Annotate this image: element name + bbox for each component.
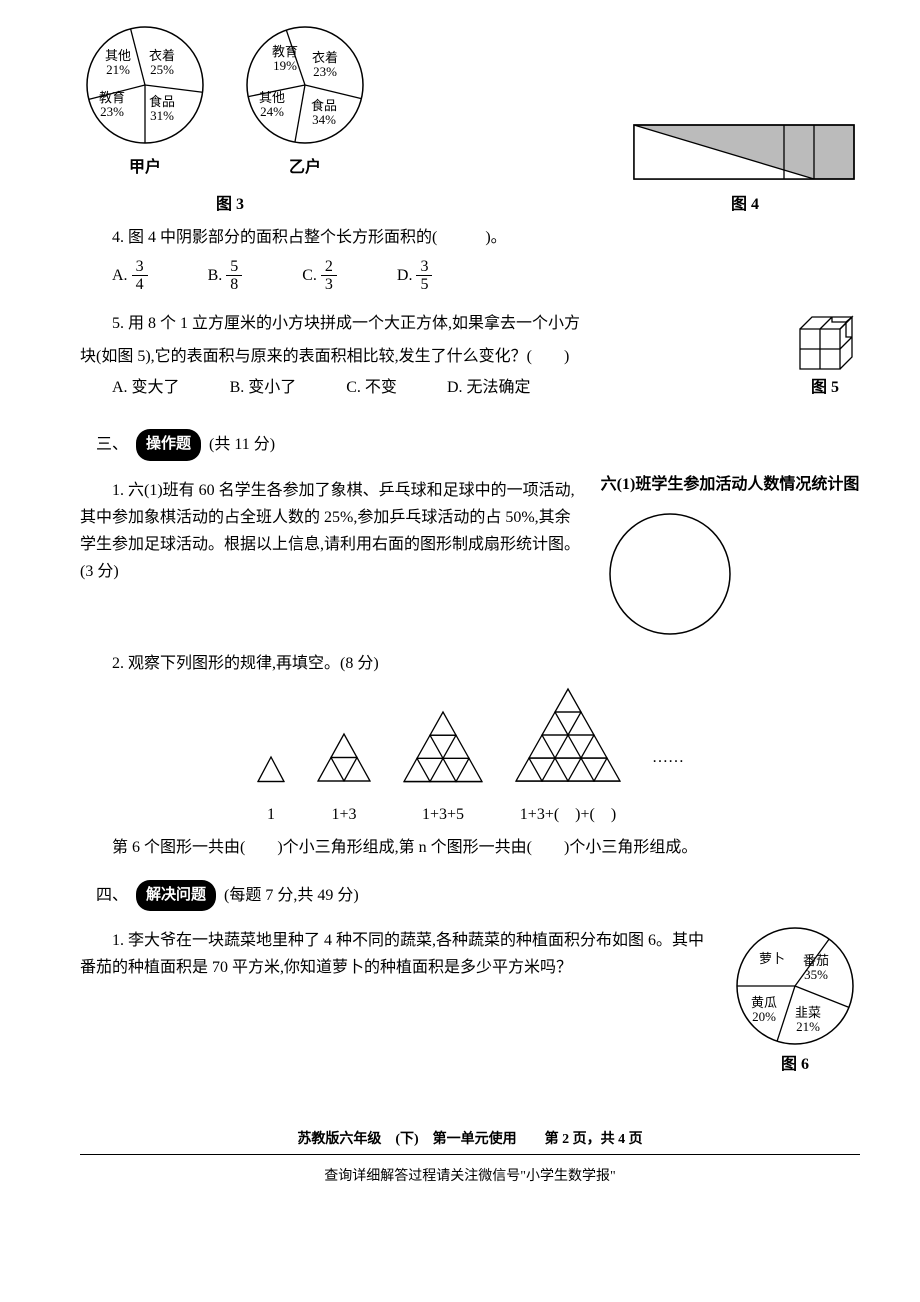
fig5-label: 图 5	[790, 374, 860, 401]
figure-row: 其他21%衣着25%教育23%食品31% 甲户 教育19%衣着23%其他24%食…	[80, 20, 860, 181]
triangle-label: 1+3+5	[402, 801, 484, 828]
sec4-badge: 解决问题	[136, 880, 216, 912]
triangle-figure: 1+3+( )+( )	[514, 687, 622, 828]
q5-choices: A. 变大了 B. 变小了 C. 不变 D. 无法确定	[112, 374, 770, 401]
svg-text:萝卜: 萝卜	[759, 951, 785, 966]
svg-text:23%: 23%	[313, 64, 337, 79]
svg-text:黄瓜: 黄瓜	[751, 995, 777, 1010]
q4-1: 1. 李大爷在一块蔬菜地里种了 4 种不同的蔬菜,各种蔬菜的种植面积分布如图 6…	[80, 921, 860, 1078]
svg-text:其他: 其他	[105, 48, 131, 63]
q3-1-text: 1. 六(1)班有 60 名学生各参加了象棋、乒乓球和足球中的一项活动,其中参加…	[80, 477, 580, 638]
svg-text:衣着: 衣着	[149, 48, 175, 63]
sec4-num: 四、	[96, 882, 128, 909]
svg-text:34%: 34%	[312, 112, 336, 127]
pie1-caption: 甲户	[80, 154, 210, 181]
triangle-label: 1	[256, 801, 286, 828]
svg-text:衣着: 衣着	[312, 50, 338, 65]
svg-text:番茄: 番茄	[803, 953, 829, 968]
sec3-num: 三、	[96, 431, 128, 458]
choice: A. 34	[112, 258, 148, 294]
q3-1: 1. 六(1)班有 60 名学生各参加了象棋、乒乓球和足球中的一项活动,其中参加…	[80, 471, 860, 644]
footer-line2: 查询详细解答过程请关注微信号"小学生数学报"	[80, 1165, 860, 1189]
choice: B. 58	[208, 258, 243, 294]
pie-chart-2: 教育19% 衣着23% 其他24% 食品34% 乙户	[240, 20, 370, 181]
triangle-label: 1+3+( )+( )	[514, 801, 622, 828]
footer-line1: 苏教版六年级 (下) 第一单元使用 第 2 页，共 4 页	[80, 1128, 860, 1152]
svg-text:韭菜: 韭菜	[795, 1005, 821, 1020]
svg-text:教育: 教育	[272, 44, 298, 59]
fig4-label: 图 4	[630, 191, 860, 218]
q3-2-intro: 2. 观察下列图形的规律,再填空。(8 分)	[80, 650, 860, 677]
q5-line2: 块(如图 5),它的表面积与原来的表面积相比较,发生了什么变化？( )	[80, 343, 770, 370]
choice: C. 23	[302, 258, 337, 294]
triangle-figure: 1+3+5	[402, 710, 484, 829]
svg-text:21%: 21%	[796, 1019, 820, 1034]
section-4-header: 四、 解决问题 (每题 7 分,共 49 分)	[96, 880, 860, 912]
choice: C. 不变	[346, 374, 397, 401]
svg-text:19%: 19%	[273, 58, 297, 73]
triangle-figure: 1	[256, 755, 286, 829]
triangle-label: 1+3	[316, 801, 372, 828]
cube-icon	[790, 304, 860, 374]
svg-text:其他: 其他	[259, 90, 285, 105]
fig6-label: 图 6	[730, 1051, 860, 1078]
blank-circle-icon	[600, 504, 740, 644]
section-3-header: 三、 操作题 (共 11 分)	[96, 429, 860, 461]
svg-text:35%: 35%	[804, 967, 828, 982]
figure-4	[630, 121, 860, 181]
choice: D. 无法确定	[447, 374, 531, 401]
choice: D. 35	[397, 258, 433, 294]
q4-1-text: 1. 李大爷在一块蔬菜地里种了 4 种不同的蔬菜,各种蔬菜的种植面积分布如图 6…	[80, 927, 710, 981]
svg-text:教育: 教育	[99, 90, 125, 105]
sec3-badge: 操作题	[136, 429, 201, 461]
svg-text:23%: 23%	[100, 104, 124, 119]
triangle-figure: 1+3	[316, 732, 372, 828]
choice: A. 变大了	[112, 374, 180, 401]
sec3-tail: (共 11 分)	[209, 431, 275, 458]
question-4-text: 4. 图 4 中阴影部分的面积占整个长方形面积的( )。	[80, 224, 860, 251]
figure-5: 图 5	[790, 304, 860, 401]
figure-6: 萝卜 番茄35% 黄瓜20% 韭菜21% 图 6	[730, 921, 860, 1078]
svg-text:食品: 食品	[149, 94, 175, 109]
svg-text:31%: 31%	[150, 108, 174, 123]
pie-chart-1: 其他21% 衣着25% 教育23% 食品31% 甲户	[80, 20, 210, 181]
q3-1-chart: 六(1)班学生参加活动人数情况统计图	[600, 471, 860, 644]
q5-line1: 5. 用 8 个 1 立方厘米的小方块拼成一个大正方体,如果拿去一个小方	[80, 310, 770, 337]
svg-text:24%: 24%	[260, 104, 284, 119]
triangle-sequence: 1 1+3 1+3+5 1+3+( )+( ) ……	[80, 687, 860, 828]
svg-text:食品: 食品	[311, 98, 337, 113]
question-5: 5. 用 8 个 1 立方厘米的小方块拼成一个大正方体,如果拿去一个小方 块(如…	[80, 304, 860, 412]
q3-2-tail: 第 6 个图形一共由( )个小三角形组成,第 n 个图形一共由( )个小三角形组…	[80, 834, 860, 861]
choice: B. 变小了	[230, 374, 297, 401]
svg-text:20%: 20%	[752, 1009, 776, 1024]
fig3-label: 图 3	[80, 191, 380, 218]
svg-text:21%: 21%	[106, 62, 130, 77]
ellipsis: ……	[652, 744, 684, 771]
svg-text:25%: 25%	[150, 62, 174, 77]
page-footer: 苏教版六年级 (下) 第一单元使用 第 2 页，共 4 页 查询详细解答过程请关…	[80, 1128, 860, 1189]
sec4-tail: (每题 7 分,共 49 分)	[224, 882, 359, 909]
question-4-choices: A. 34 B. 58 C. 23 D. 35	[112, 258, 860, 294]
pie2-caption: 乙户	[240, 154, 370, 181]
q3-1-title: 六(1)班学生参加活动人数情况统计图	[600, 471, 860, 498]
